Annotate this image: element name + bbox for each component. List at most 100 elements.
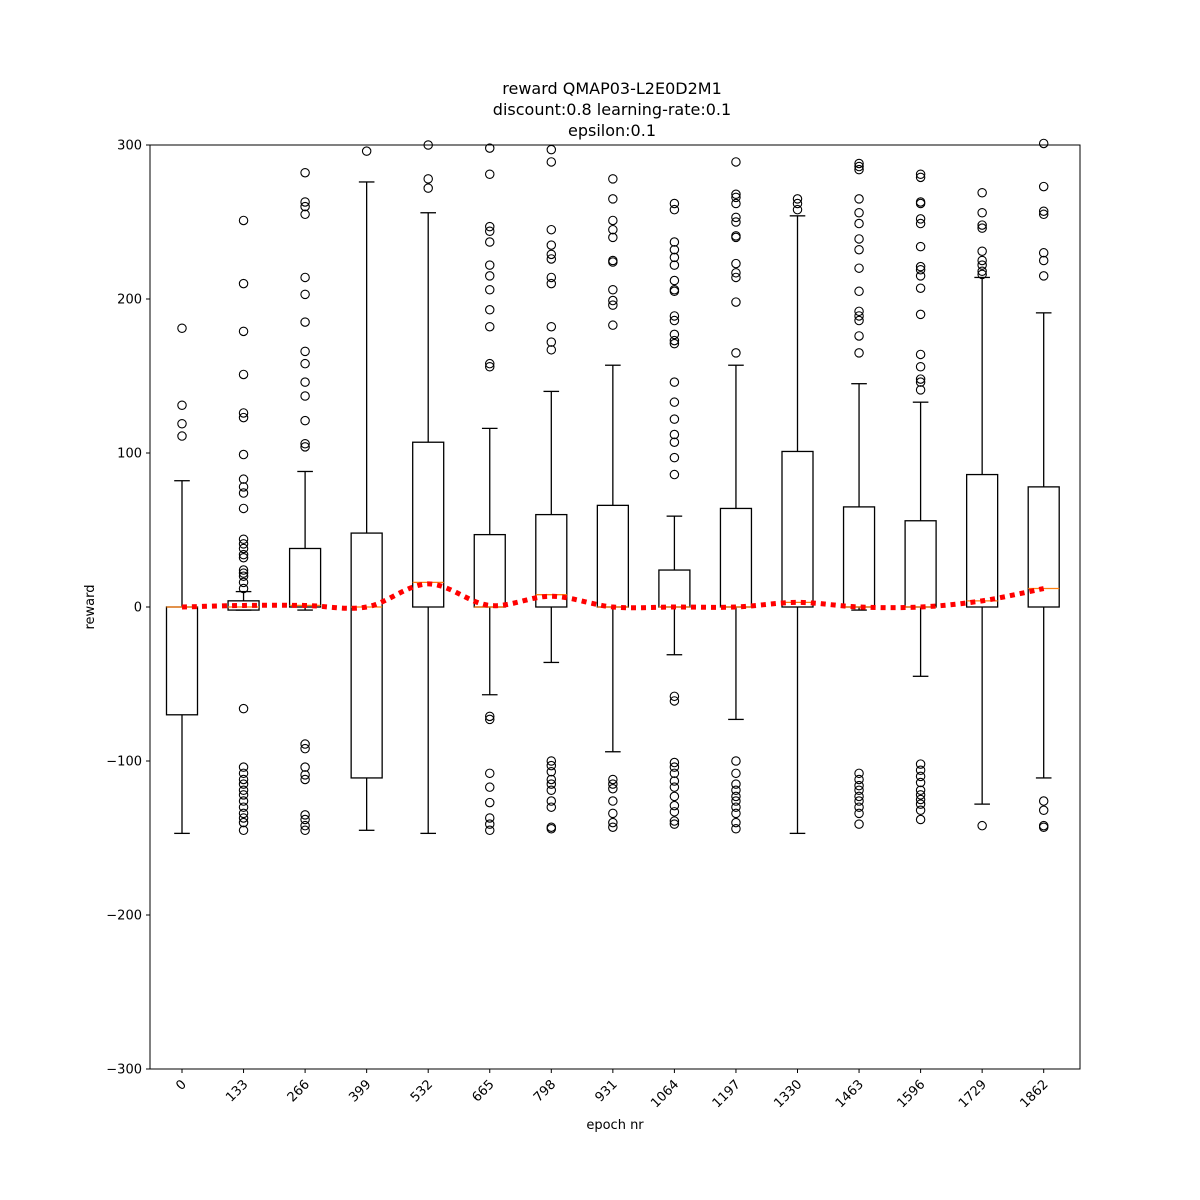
outlier-point <box>238 577 249 588</box>
x-axis-label: epoch nr <box>586 1118 644 1133</box>
outlier-point <box>915 374 926 384</box>
outlier-point <box>669 204 680 215</box>
outlier-point <box>484 714 495 725</box>
outlier-point <box>1038 805 1049 816</box>
outlier-point <box>854 194 864 204</box>
outlier-point <box>915 264 926 275</box>
outlier-point <box>854 791 864 802</box>
outlier-point <box>854 331 864 341</box>
y-tick-label: −100 <box>106 755 142 770</box>
outlier-point <box>546 802 557 812</box>
outlier-point <box>238 817 249 828</box>
outlier-point <box>300 346 310 357</box>
outlier-point <box>238 543 249 554</box>
trend-line <box>181 581 1045 611</box>
outlier-point <box>238 278 249 289</box>
y-axis-label: reward <box>83 584 98 629</box>
outlier-point <box>669 452 680 463</box>
outlier-point <box>854 234 864 244</box>
chart-title-line-1: reward QMAP03-L2E0D2M1 <box>502 79 722 98</box>
chart-title-line-2: discount:0.8 learning-rate:0.1 <box>493 100 731 119</box>
outlier-point <box>854 286 864 297</box>
outlier-point <box>731 198 741 209</box>
outlier-point <box>238 482 249 492</box>
outlier-point <box>238 369 249 380</box>
y-tick-label: −300 <box>106 1063 142 1078</box>
outlier-point <box>300 810 310 820</box>
outlier-point <box>608 300 618 310</box>
outlier-point <box>608 232 618 243</box>
box-iqr <box>966 473 999 608</box>
outlier-point <box>238 802 249 812</box>
outlier-point <box>546 240 557 250</box>
outlier-point <box>300 377 310 387</box>
box-iqr <box>1027 486 1060 608</box>
chart-title: reward QMAP03-L2E0D2M1 discount:0.8 lear… <box>493 79 731 140</box>
outlier-point <box>238 762 249 772</box>
outlier-point <box>238 583 249 594</box>
box-iqr <box>781 450 814 608</box>
outlier-point <box>669 260 680 270</box>
outlier-point <box>915 777 926 788</box>
outlier-point <box>238 549 249 560</box>
box-iqr <box>350 532 383 779</box>
outlier-point <box>669 275 680 286</box>
axes-frame <box>149 144 1081 1070</box>
outlier-point <box>300 762 310 772</box>
outlier-point <box>484 321 495 332</box>
outlier-point <box>484 819 495 829</box>
outlier-point <box>1038 138 1049 149</box>
box-group <box>473 143 506 836</box>
outlier-point <box>669 315 680 326</box>
outlier-point <box>238 449 249 460</box>
outlier-point <box>731 796 741 806</box>
outlier-point <box>915 794 926 805</box>
outlier-point <box>300 197 310 207</box>
y-tick-label: 0 <box>134 601 142 616</box>
outlier-point <box>915 169 926 180</box>
outlier-point <box>669 819 680 829</box>
outlier-point <box>731 824 741 834</box>
outlier-point <box>854 263 864 273</box>
outlier-point <box>608 808 618 819</box>
outlier-point <box>977 223 987 233</box>
outlier-point <box>546 756 557 766</box>
outlier-point <box>915 214 926 224</box>
outlier-point <box>300 770 310 780</box>
outlier-point <box>854 780 864 791</box>
outlier-point <box>977 260 987 270</box>
y-tick-label: 200 <box>117 293 142 308</box>
outlier-point <box>484 143 495 153</box>
outlier-point <box>546 767 557 777</box>
outlier-point <box>423 183 433 193</box>
outlier-point <box>915 759 926 769</box>
outlier-point <box>238 825 249 836</box>
outlier-point <box>669 757 680 768</box>
outlier-point <box>731 212 741 223</box>
outlier-point <box>915 771 926 782</box>
outlier-point <box>669 776 680 786</box>
outlier-point <box>915 385 926 395</box>
outlier-point <box>238 474 249 484</box>
outlier-point <box>546 278 557 289</box>
outlier-point <box>669 429 680 440</box>
outlier-point <box>854 348 864 358</box>
outlier-point <box>300 209 310 220</box>
y-tick-label: 100 <box>117 447 142 462</box>
plot-area <box>165 138 1060 836</box>
outlier-point <box>915 241 926 252</box>
outlier-point <box>915 271 926 281</box>
outlier-point <box>731 817 741 828</box>
box-iqr <box>227 600 260 611</box>
outlier-point <box>669 469 680 480</box>
outlier-point <box>238 774 249 785</box>
outlier-point <box>915 799 926 809</box>
outlier-point <box>669 377 680 387</box>
outlier-point <box>300 289 310 300</box>
outlier-point <box>669 768 680 779</box>
outlier-point <box>669 816 680 826</box>
outlier-point <box>977 820 987 831</box>
box-group <box>842 158 876 829</box>
outlier-point <box>300 201 310 212</box>
